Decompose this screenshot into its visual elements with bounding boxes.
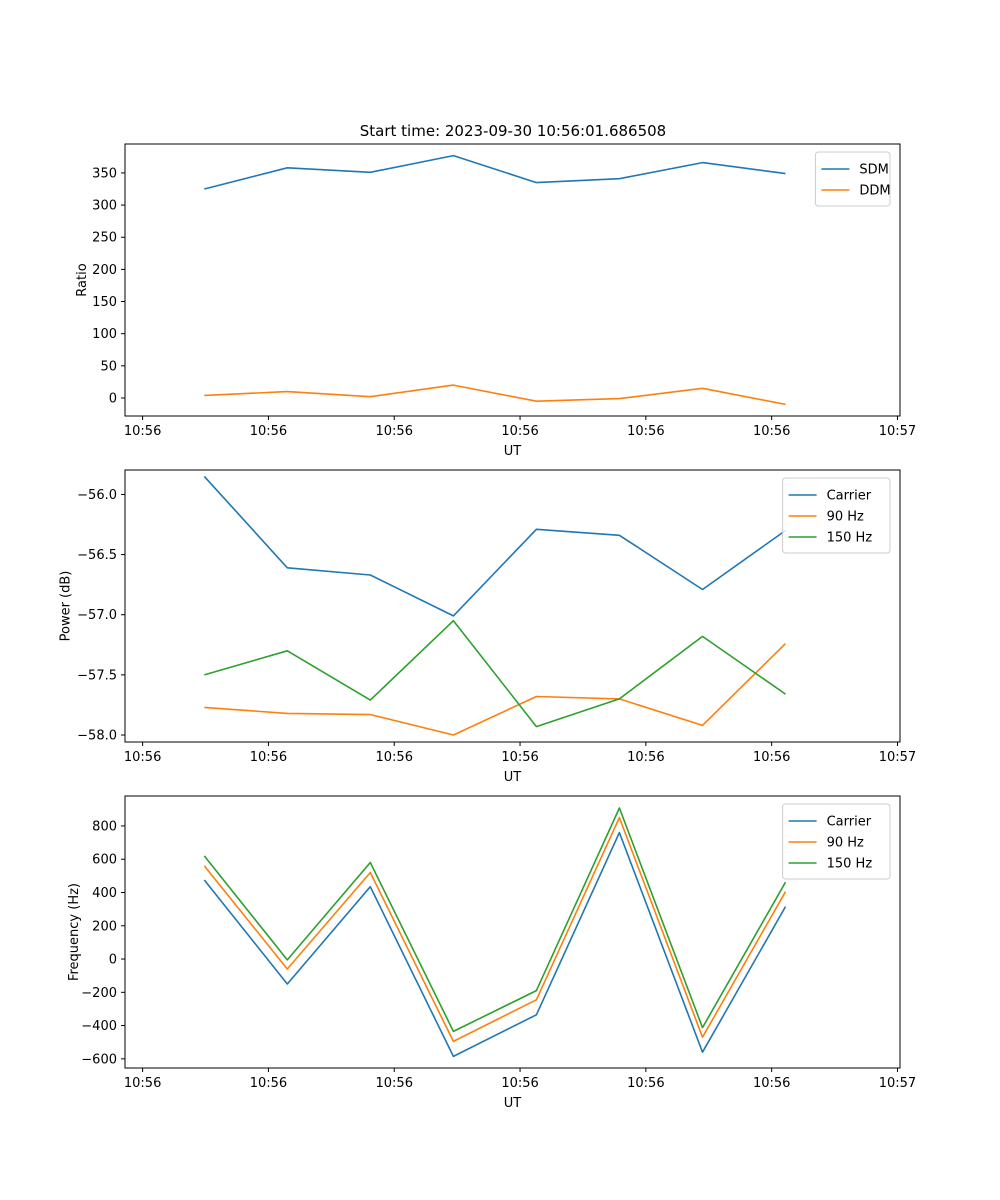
y-tick-label: 200 — [92, 263, 117, 278]
legend-label: SDM — [859, 163, 888, 178]
y-tick-label: −400 — [81, 1019, 117, 1034]
x-tick-label: 10:56 — [753, 750, 790, 765]
x-tick-label: 10:57 — [879, 750, 916, 765]
x-tick-label: 10:56 — [501, 1076, 538, 1091]
axes-frame — [124, 143, 901, 417]
x-tick-label: 10:56 — [627, 424, 664, 439]
y-tick-label: 600 — [92, 853, 117, 868]
series-line-carrier — [203, 831, 787, 1058]
y-axis-label: Power (dB) — [59, 571, 74, 642]
y-tick-label: 200 — [92, 919, 117, 934]
y-tick-label: 250 — [92, 231, 117, 246]
legend-label: Carrier — [827, 489, 872, 504]
chart-panel-2: 10:56 10:56 10:56 10:56 10:56 10:56 10:57 UT −58… — [59, 469, 916, 785]
legend-box — [814, 151, 891, 207]
y-tick-label: 350 — [92, 166, 117, 181]
series-line-sdm — [204, 154, 786, 190]
series-line-150-hz — [204, 619, 786, 728]
x-tick-label: 10:56 — [627, 750, 664, 765]
x-tick-label: 10:56 — [124, 424, 161, 439]
legend-label: 150 Hz — [827, 857, 873, 872]
x-tick-label: 10:56 — [501, 424, 538, 439]
y-tick-label: −58.0 — [77, 729, 117, 744]
y-tick-label: 800 — [92, 819, 117, 834]
legend-label: 90 Hz — [827, 836, 864, 851]
x-tick-label: 10:56 — [250, 750, 287, 765]
y-tick-label: 50 — [100, 359, 117, 374]
x-axis-label: UT — [504, 770, 522, 785]
y-tick-label: 0 — [109, 953, 117, 968]
charts-container: 10:56 10:56 10:56 10:56 10:56 10:56 10:57 UT 0 50… — [59, 143, 916, 1111]
x-tick-label: 10:56 — [753, 424, 790, 439]
y-tick-label: −57.5 — [77, 668, 117, 683]
y-tick-label: −56.5 — [77, 548, 117, 563]
y-tick-label: −57.0 — [77, 608, 117, 623]
x-tick-label: 10:56 — [376, 424, 413, 439]
y-tick-label: 0 — [109, 391, 117, 406]
y-tick-label: −600 — [81, 1052, 117, 1067]
x-axis-label: UT — [504, 444, 522, 459]
x-tick-label: 10:56 — [376, 750, 413, 765]
y-tick-label: 400 — [92, 886, 117, 901]
legend: SDM DDM — [814, 151, 891, 207]
x-axis-label: UT — [504, 1096, 522, 1111]
legend-label: 90 Hz — [827, 510, 864, 525]
x-tick-label: 10:56 — [250, 1076, 287, 1091]
legend: Carrier 90 Hz 150 Hz — [782, 803, 891, 880]
y-axis-label: Ratio — [75, 263, 90, 296]
x-tick-label: 10:56 — [124, 1076, 161, 1091]
series-line-150-hz — [203, 807, 787, 1033]
series-line-carrier — [203, 475, 786, 617]
figure-title: Start time: 2023-09-30 10:56:01.686508 — [360, 122, 666, 140]
y-tick-label: 300 — [92, 199, 117, 214]
axes-frame — [124, 795, 901, 1069]
legend-label: Carrier — [827, 815, 872, 830]
x-tick-label: 10:56 — [124, 750, 161, 765]
series-line-ddm — [204, 384, 786, 406]
legend-box — [782, 803, 891, 880]
axes-frame — [124, 469, 901, 743]
y-tick-label: 150 — [92, 295, 117, 310]
x-tick-label: 10:56 — [753, 1076, 790, 1091]
legend-box — [782, 477, 891, 554]
y-tick-label: −200 — [81, 986, 117, 1001]
x-tick-label: 10:56 — [501, 750, 538, 765]
series-line-90-hz — [204, 643, 787, 736]
y-tick-label: −56.0 — [77, 488, 117, 503]
chart-panel-3: 10:56 10:56 10:56 10:56 10:56 10:56 10:57 UT −60… — [67, 795, 916, 1111]
y-tick-label: 100 — [92, 327, 117, 342]
x-tick-label: 10:56 — [627, 1076, 664, 1091]
legend-label: DDM — [859, 184, 890, 199]
series-line-90-hz — [203, 816, 787, 1043]
x-tick-label: 10:56 — [376, 1076, 413, 1091]
legend-label: 150 Hz — [827, 531, 873, 546]
x-tick-label: 10:56 — [250, 424, 287, 439]
y-axis-label: Frequency (Hz) — [67, 883, 82, 981]
x-tick-label: 10:57 — [879, 424, 916, 439]
legend: Carrier 90 Hz 150 Hz — [782, 477, 891, 554]
x-tick-label: 10:57 — [879, 1076, 916, 1091]
chart-panel-1: 10:56 10:56 10:56 10:56 10:56 10:56 10:57 UT 0 50… — [75, 143, 916, 459]
